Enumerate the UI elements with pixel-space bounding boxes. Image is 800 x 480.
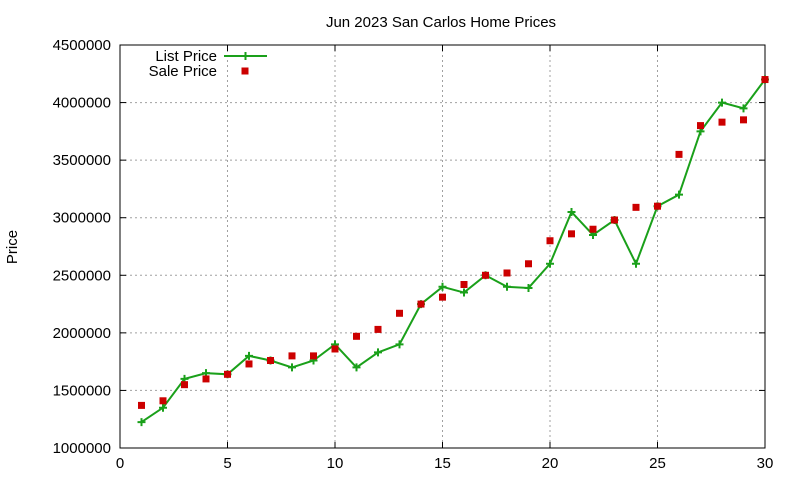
list-price-point [546,259,554,268]
sale-price-point [245,360,253,368]
sale-price-point [675,150,683,158]
sale-price-point [159,397,167,405]
sale-price-point [396,309,403,317]
x-tick-label: 25 [649,455,666,472]
sale-price-point [525,260,532,268]
list-price-point [395,340,404,349]
sale-price-point [654,202,661,210]
series-layer [137,75,769,427]
sale-price-point [697,122,704,130]
y-tick-label: 1500000 [53,382,111,399]
list-price-point [739,104,748,113]
sale-price-point [740,116,747,124]
sale-price-point [181,381,188,389]
sale-price-point [417,300,425,308]
sale-price-point [374,325,382,333]
grid-lines [120,45,765,448]
list-price-point [438,282,447,291]
sale-price-point [439,293,446,301]
list-price-point [137,418,146,427]
list-price-point [632,259,640,268]
y-tick-label: 4000000 [53,95,111,112]
y-tick-label: 4500000 [53,37,111,54]
legend-label-sale-price: Sale Price [149,63,217,80]
sale-price-point [331,345,339,353]
list-price-point [460,288,468,297]
list-price-point [503,282,511,291]
x-tick-label: 0 [116,455,124,472]
sale-price-point [546,237,554,245]
sale-price-point [718,118,726,126]
sale-price-point [482,271,489,279]
sale-price-point [138,401,145,409]
x-tick-label: 15 [434,455,451,472]
legend-marker-sale-price [241,67,249,75]
sale-price-point [267,356,274,364]
y-tick-label: 2500000 [53,267,111,284]
list-price-point [374,348,382,357]
sale-price-point [568,230,575,238]
sale-price-point [224,370,231,378]
sale-price-point [761,76,769,84]
sale-price-point [353,332,360,340]
list-price-point [675,190,683,199]
sale-price-point [288,352,296,360]
y-tick-label: 3000000 [53,210,111,227]
y-tick-label: 3500000 [53,152,111,169]
axis-ticks: 0 5 10 15 20 25 30 1000000 1500000 2000000 2500000… [53,37,774,472]
legend-label-list-price: List Price [155,48,217,65]
y-axis-label: Price [4,230,21,264]
x-tick-label: 30 [757,455,774,472]
list-price-line [140,78,766,423]
sale-price-point [589,225,597,233]
legend: List Price Sale Price [149,48,267,80]
sale-price-point [202,375,210,383]
y-tick-label: 2000000 [53,325,111,342]
x-tick-label: 20 [542,455,559,472]
list-price-point [245,351,253,360]
chart-title: Jun 2023 San Carlos Home Prices [326,14,556,31]
sale-price-point [611,216,618,224]
list-price-point [159,403,167,412]
sale-price-point [310,352,317,360]
list-price-point [288,363,296,372]
list-price-point [524,283,533,292]
sale-price-point [460,280,468,288]
list-price-point [352,363,361,372]
x-tick-label: 10 [327,455,344,472]
list-price-point [567,207,576,216]
sale-price-point [632,203,640,211]
y-tick-label: 1000000 [53,440,111,457]
list-price-point [718,98,726,107]
sale-price-point [503,269,511,277]
legend-marker-list-price [241,52,250,60]
x-tick-label: 5 [223,455,231,472]
